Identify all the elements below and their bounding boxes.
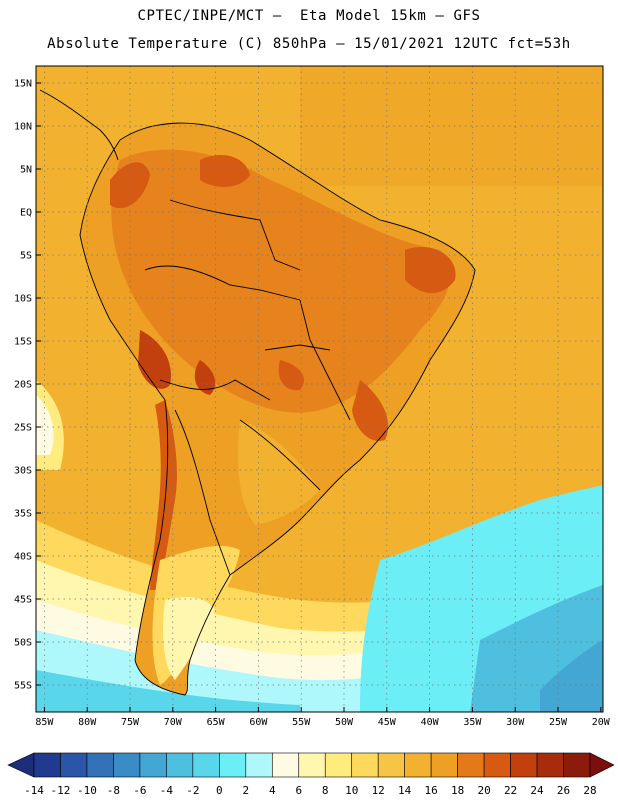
colorbar-under-arrow	[7, 752, 35, 778]
colorbar-swatch	[457, 752, 485, 778]
lat-tick-label: 40S	[14, 552, 32, 563]
lon-tick-label: 45W	[378, 717, 397, 728]
longitude-axis: 85W 80W 75W 70W 65W 60W 55W 50W 45W 40W 35W 30W 25W 2…	[35, 707, 611, 728]
colorbar-label: 18	[451, 784, 464, 797]
lon-tick-label: 55W	[292, 717, 311, 728]
colorbar-swatch	[166, 752, 194, 778]
colorbar-swatch	[60, 752, 88, 778]
colorbar-label: 0	[216, 784, 223, 797]
lon-tick-label: 50W	[335, 717, 354, 728]
temperature-field	[36, 66, 603, 712]
colorbar-label: -10	[77, 784, 97, 797]
colorbar-swatch	[324, 752, 353, 778]
lon-tick-label: 60W	[249, 717, 268, 728]
latitude-axis: 15N 10N 5N EQ 5S 10S 15S 20S 25S 30S 35S 40S 45S 50S 5…	[14, 79, 41, 692]
lat-tick-label: 55S	[14, 681, 32, 692]
colorbar-swatch	[33, 752, 61, 778]
colorbar-swatch	[139, 752, 167, 778]
colorbar-swatch	[404, 752, 432, 778]
lat-tick-label: 5N	[20, 165, 32, 176]
colorbar-label: 2	[242, 784, 249, 797]
colorbar-swatch	[563, 752, 591, 778]
colorbar-swatch	[483, 752, 511, 778]
colorbar-label: 12	[372, 784, 385, 797]
lat-tick-label: EQ	[20, 208, 32, 219]
lat-tick-label: 10S	[14, 294, 32, 305]
colorbar-label: -8	[107, 784, 120, 797]
lon-tick-label: 80W	[78, 717, 97, 728]
lon-tick-label: 75W	[121, 717, 140, 728]
lon-tick-label: 85W	[35, 717, 54, 728]
lat-tick-label: 30S	[14, 466, 32, 477]
temperature-colorbar	[7, 752, 615, 778]
map-title-line2: Absolute Temperature (C) 850hPa – 15/01/…	[47, 36, 571, 52]
colorbar-swatch	[245, 752, 273, 778]
lon-tick-label: 30W	[506, 717, 525, 728]
colorbar-label: 8	[322, 784, 329, 797]
colorbar-swatch	[298, 752, 326, 778]
lat-tick-label: 15N	[14, 79, 32, 90]
colorbar-label: -6	[133, 784, 146, 797]
colorbar-label: -12	[51, 784, 71, 797]
lat-tick-label: 15S	[14, 337, 32, 348]
colorbar-label: -14	[24, 784, 44, 797]
colorbar-labels: -14 -12 -10 -8 -6 -4 -2 0 2 4 6 8 10 12 14 16 18 20 22 24 26…	[24, 784, 597, 797]
lat-tick-label: 25S	[14, 423, 32, 434]
lat-tick-label: 45S	[14, 595, 32, 606]
colorbar-label: 10	[345, 784, 358, 797]
graticule	[36, 66, 603, 712]
lat-tick-label: 10N	[14, 122, 32, 133]
colorbar-swatch	[192, 752, 220, 778]
lon-tick-label: 65W	[207, 717, 226, 728]
map-title-line1: CPTEC/INPE/MCT – Eta Model 15km – GFS	[137, 8, 481, 24]
colorbar-label: 28	[583, 784, 596, 797]
colorbar-label: 24	[530, 784, 544, 797]
colorbar-label: 20	[477, 784, 490, 797]
country-borders	[79, 122, 476, 696]
colorbar-swatch	[271, 752, 300, 778]
lon-tick-label: 20W	[592, 717, 611, 728]
colorbar-label: 22	[504, 784, 517, 797]
colorbar-swatch	[219, 752, 247, 778]
colorbar-swatch	[430, 752, 458, 778]
lat-tick-label: 35S	[14, 509, 32, 520]
colorbar-label: 14	[398, 784, 412, 797]
lon-tick-label: 70W	[164, 717, 183, 728]
map-frame	[35, 65, 604, 713]
colorbar-swatch	[113, 752, 141, 778]
colorbar-swatch	[377, 752, 405, 778]
colorbar-swatch	[86, 752, 114, 778]
lat-tick-label: 5S	[20, 251, 32, 262]
lat-tick-label: 50S	[14, 638, 32, 649]
lat-tick-label: 20S	[14, 380, 32, 391]
colorbar-over-arrow	[589, 752, 615, 778]
colorbar-label: 6	[295, 784, 302, 797]
colorbar-label: -2	[186, 784, 199, 797]
colorbar-label: 26	[557, 784, 570, 797]
colorbar-label: 16	[425, 784, 438, 797]
lon-tick-label: 40W	[421, 717, 440, 728]
lon-tick-label: 25W	[549, 717, 568, 728]
colorbar-label: -4	[160, 784, 174, 797]
colorbar-swatch	[536, 752, 564, 778]
colorbar-swatch	[351, 752, 379, 778]
colorbar-swatch	[510, 752, 538, 778]
lon-tick-label: 35W	[463, 717, 482, 728]
colorbar-label: 4	[269, 784, 276, 797]
